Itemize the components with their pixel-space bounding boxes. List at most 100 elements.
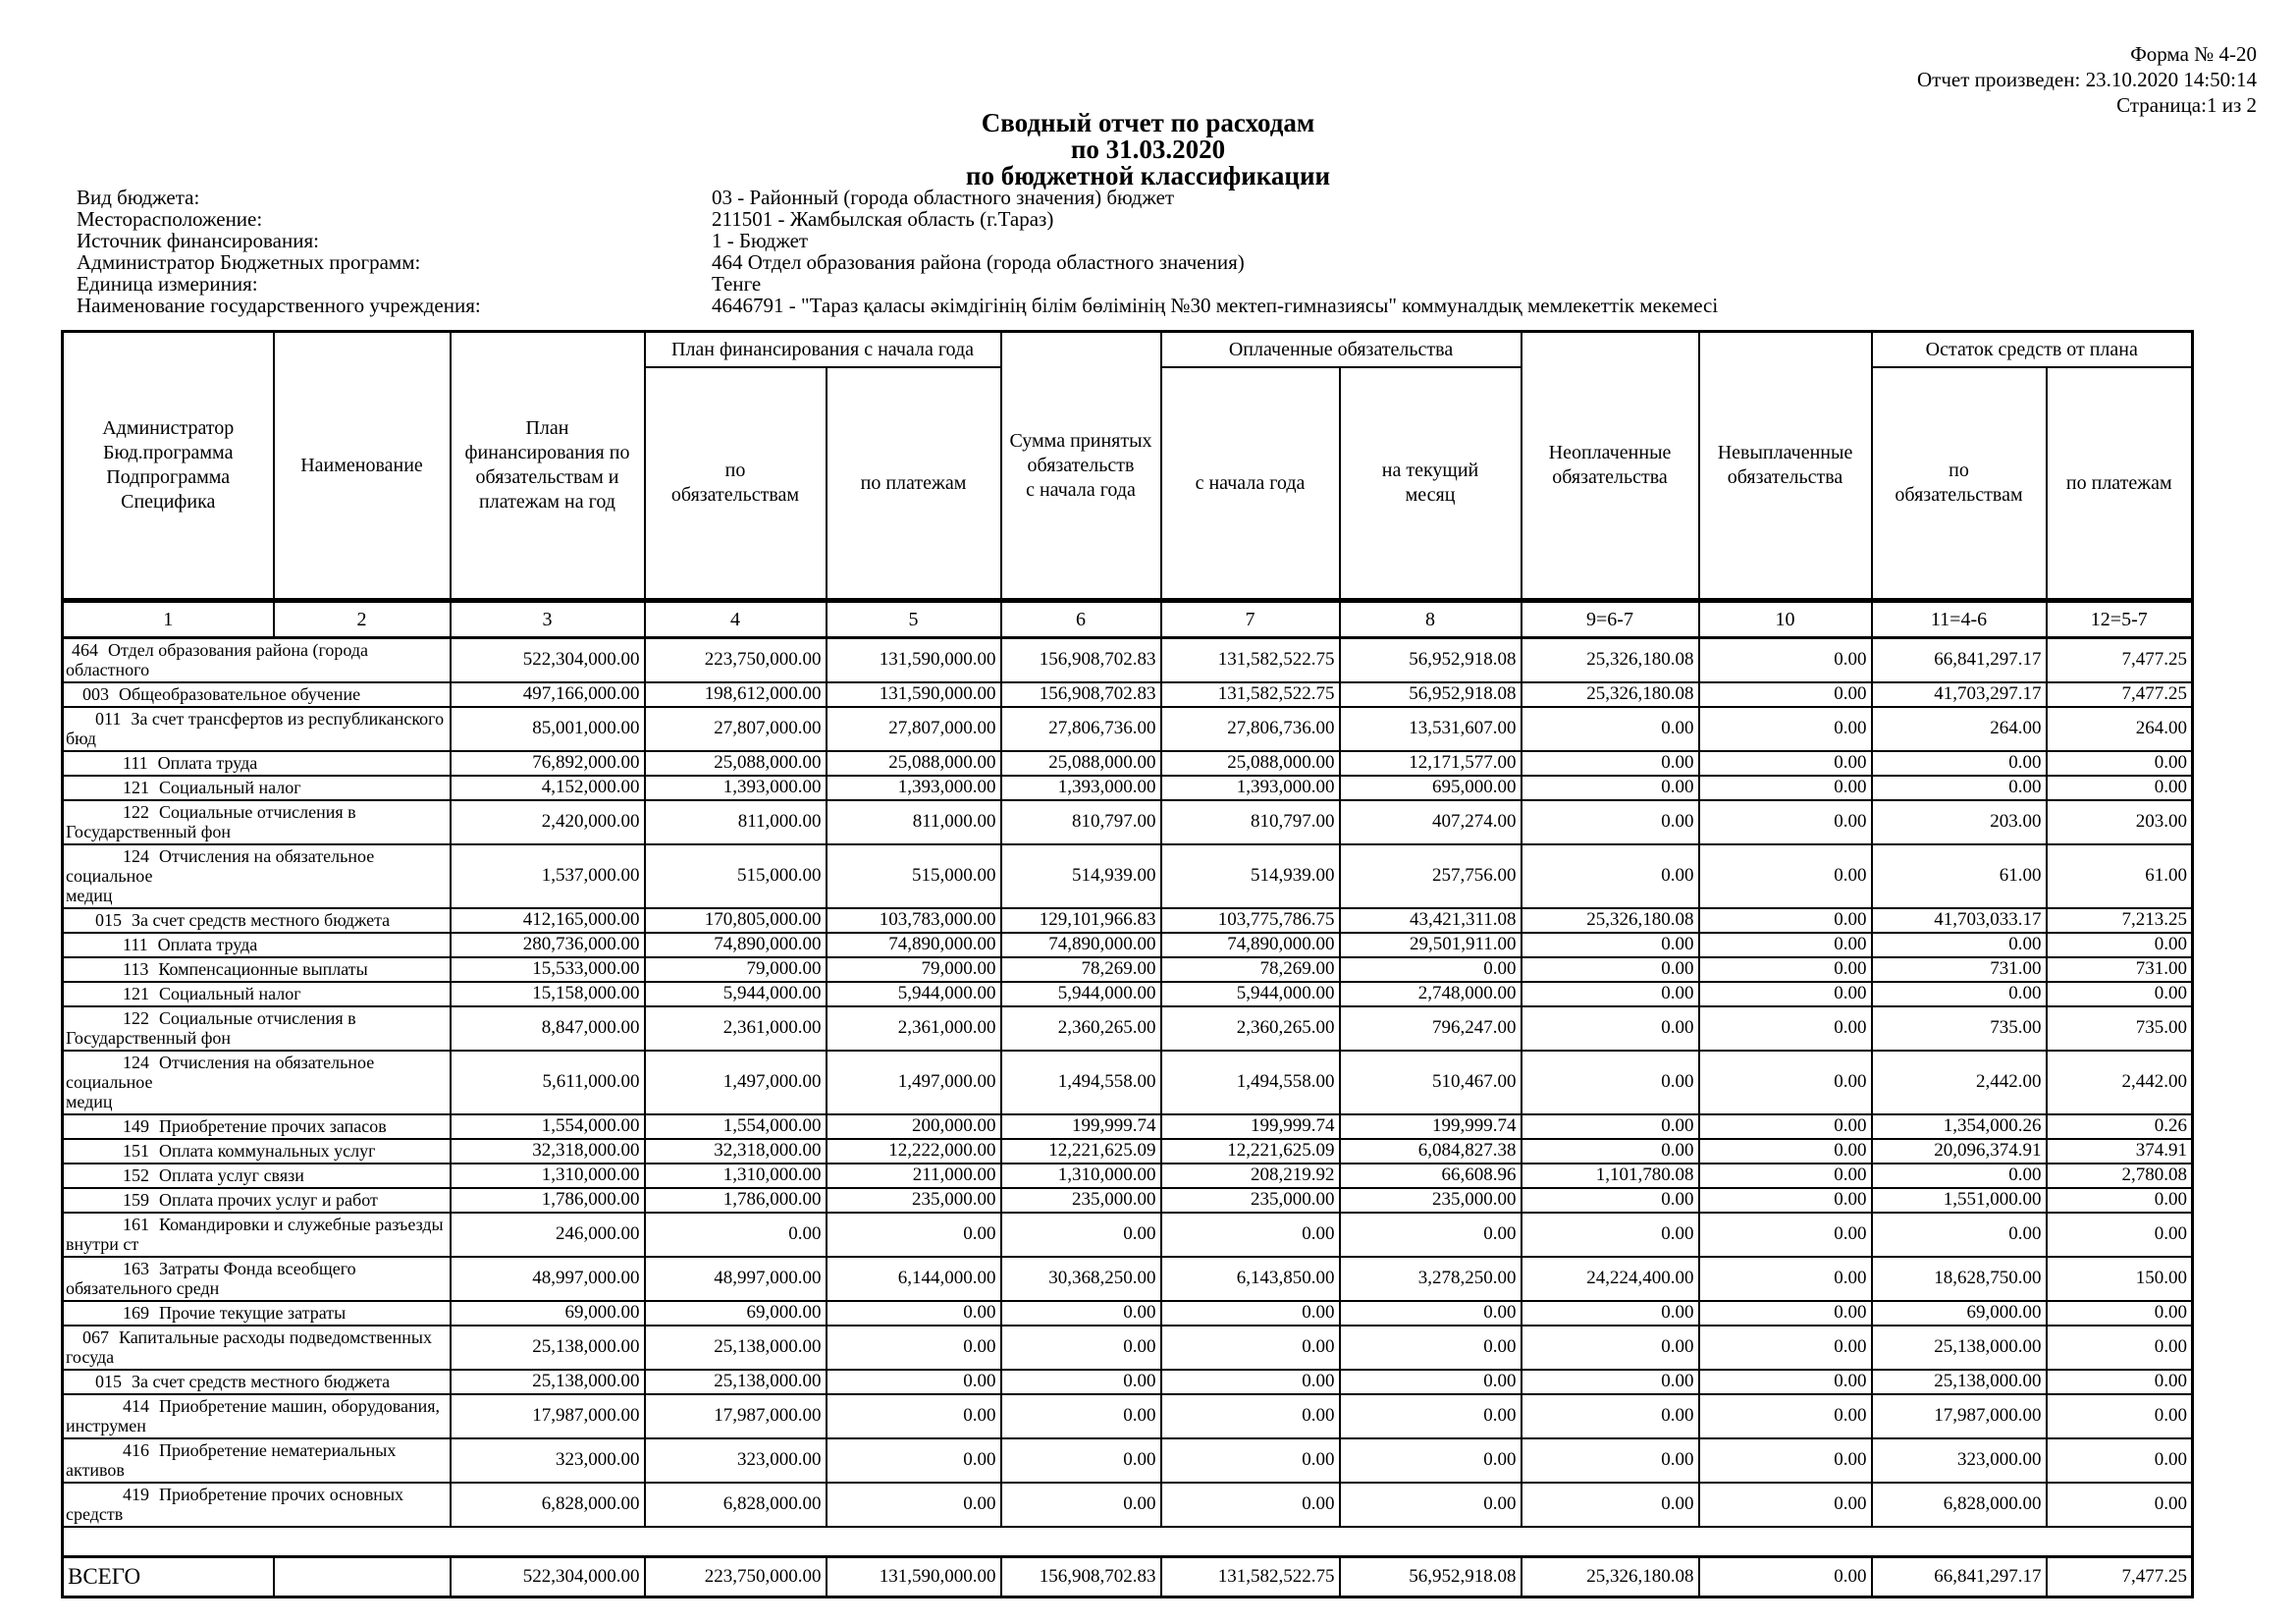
- row-value: 25,088,000.00: [643, 750, 827, 776]
- row-value: 211,000.00: [825, 1163, 1001, 1188]
- row-value: 131,582,522.75: [1159, 681, 1340, 707]
- row-value: 0.00: [2045, 932, 2193, 957]
- row-value: 1,551,000.00: [1870, 1187, 2047, 1213]
- row-value: 25,326,180.08: [1520, 636, 1699, 682]
- total-label: ВСЕГО: [61, 1556, 274, 1597]
- row-value: 7,477.25: [2045, 681, 2193, 707]
- table-row: 152 Оплата услуг связи 1,310,000.00 1,310,0…: [61, 1163, 2193, 1188]
- row-value: 4,152,000.00: [449, 775, 645, 800]
- row-value: 156,908,702.83: [999, 636, 1161, 682]
- row-value: 246,000.00: [449, 1212, 645, 1257]
- row-code: 122: [123, 802, 149, 822]
- row-value: 374.91: [2045, 1138, 2193, 1164]
- row-value: 156,908,702.83: [999, 681, 1161, 707]
- info-row: Единица измериния: Тенге: [77, 273, 1718, 295]
- table-row: 011 За счет трансфертов из республиканско…: [61, 706, 2193, 751]
- row-value: 0.00: [2045, 1437, 2193, 1483]
- row-value: 0.00: [1697, 775, 1872, 800]
- table-row: 124 Отчисления на обязательное социальное…: [61, 843, 2193, 908]
- row-value: 1,393,000.00: [1159, 775, 1340, 800]
- expense-report-table: Администратор Бюд.программа Подпрограмма…: [61, 330, 2195, 1598]
- row-value: 2,780.08: [2045, 1163, 2193, 1188]
- total-value: 56,952,918.08: [1338, 1556, 1522, 1597]
- row-value: 78,269.00: [1159, 956, 1340, 982]
- row-value: 0.00: [1697, 1256, 1872, 1301]
- row-value: 0.00: [1520, 775, 1699, 800]
- row-value: 0.00: [1338, 956, 1522, 982]
- total-value: 156,908,702.83: [999, 1556, 1161, 1597]
- row-value: 2,361,000.00: [643, 1005, 827, 1051]
- row-value: 0.00: [2045, 1212, 2193, 1257]
- info-value: 4646791 - "Тараз қаласы әкімдігінің білі…: [712, 294, 1719, 317]
- row-value: 235,000.00: [1338, 1187, 1522, 1213]
- col-number-6: 6: [999, 598, 1161, 639]
- row-value: 25,326,180.08: [1520, 907, 1699, 933]
- row-value: 2,442.00: [2045, 1050, 2193, 1114]
- row-code: 152: [123, 1165, 149, 1185]
- table-row: 015 За счет средств местного бюджета 25,13…: [61, 1369, 2193, 1394]
- col-group-paid-obligations: Оплаченные обязательства: [1159, 331, 1522, 368]
- total-value: 131,582,522.75: [1159, 1556, 1340, 1597]
- row-value: 0.00: [2045, 1325, 2193, 1370]
- row-code: 015: [95, 910, 122, 930]
- row-value: 1,554,000.00: [643, 1113, 827, 1139]
- row-value: 0.00: [825, 1212, 1001, 1257]
- row-value: 0.00: [1870, 1163, 2047, 1188]
- row-value: 0.00: [1697, 843, 1872, 908]
- table-row: 151 Оплата коммунальных услуг 32,318,000.0…: [61, 1138, 2193, 1164]
- row-value: 0.00: [1520, 799, 1699, 844]
- row-value: 48,997,000.00: [449, 1256, 645, 1301]
- row-code: 122: [123, 1008, 149, 1028]
- info-value: 211501 - Жамбылская область (г.Тараз): [712, 207, 1054, 231]
- total-value: 66,841,297.17: [1870, 1556, 2047, 1597]
- row-value: 0.00: [825, 1325, 1001, 1370]
- row-value: 0.00: [1870, 1212, 2047, 1257]
- row-value: 6,828,000.00: [1870, 1482, 2047, 1527]
- table-row: 113 Компенсационные выплаты 15,533,000.00 7…: [61, 956, 2193, 982]
- row-value: 48,997,000.00: [643, 1256, 827, 1301]
- row-value: 0.00: [1697, 1050, 1872, 1114]
- row-code-and-name: 163 Затраты Фонда всеобщего обязательного…: [61, 1256, 451, 1301]
- table-row: 169 Прочие текущие затраты 69,000.00 69,000…: [61, 1300, 2193, 1326]
- row-value: 515,000.00: [825, 843, 1001, 908]
- row-value: 0.26: [2045, 1113, 2193, 1139]
- row-value: 2,360,265.00: [999, 1005, 1161, 1051]
- info-value: Тенге: [712, 272, 762, 296]
- row-value: 810,797.00: [1159, 799, 1340, 844]
- row-value: 1,554,000.00: [449, 1113, 645, 1139]
- row-code: 163: [123, 1259, 149, 1278]
- row-code: 067: [82, 1327, 109, 1347]
- row-code-and-name: 003 Общеобразовательное обучение: [61, 681, 451, 707]
- row-code: 464: [72, 640, 98, 660]
- row-value: 2,442.00: [1870, 1050, 2047, 1114]
- info-row: Наименование государственного учреждения…: [77, 295, 1718, 316]
- row-value: 79,000.00: [643, 956, 827, 982]
- report-title: Сводный отчет по расходам по 31.03.2020 …: [0, 110, 2296, 189]
- row-value: 199,999.74: [1159, 1113, 1340, 1139]
- row-value: 12,171,577.00: [1338, 750, 1522, 776]
- row-code: 124: [123, 846, 149, 866]
- corner-meta: Форма № 4-20 Отчет произведен: 23.10.202…: [1917, 41, 2257, 118]
- row-value: 0.00: [1520, 1113, 1699, 1139]
- row-value: 1,497,000.00: [643, 1050, 827, 1114]
- info-label: Администратор Бюджетных программ:: [77, 250, 421, 274]
- row-value: 25,138,000.00: [449, 1369, 645, 1394]
- col-number-7: 7: [1159, 598, 1340, 639]
- row-code-and-name: 124 Отчисления на обязательное социальное…: [61, 1050, 451, 1114]
- row-value: 0.00: [1520, 956, 1699, 982]
- row-value: 3,278,250.00: [1338, 1256, 1522, 1301]
- row-value: 0.00: [1697, 750, 1872, 776]
- row-value: 0.00: [1338, 1300, 1522, 1326]
- row-value: 74,890,000.00: [999, 932, 1161, 957]
- row-value: 208,219.92: [1159, 1163, 1340, 1188]
- row-value: 6,144,000.00: [825, 1256, 1001, 1301]
- row-value: 25,138,000.00: [643, 1325, 827, 1370]
- row-value: 735.00: [1870, 1005, 2047, 1051]
- row-value: 56,952,918.08: [1338, 636, 1522, 682]
- row-value: 1,494,558.00: [1159, 1050, 1340, 1114]
- col-number-8: 8: [1338, 598, 1522, 639]
- row-value: 0.00: [1338, 1482, 1522, 1527]
- col-number-3: 3: [449, 598, 645, 639]
- row-value: 32,318,000.00: [643, 1138, 827, 1164]
- row-value: 27,807,000.00: [825, 706, 1001, 751]
